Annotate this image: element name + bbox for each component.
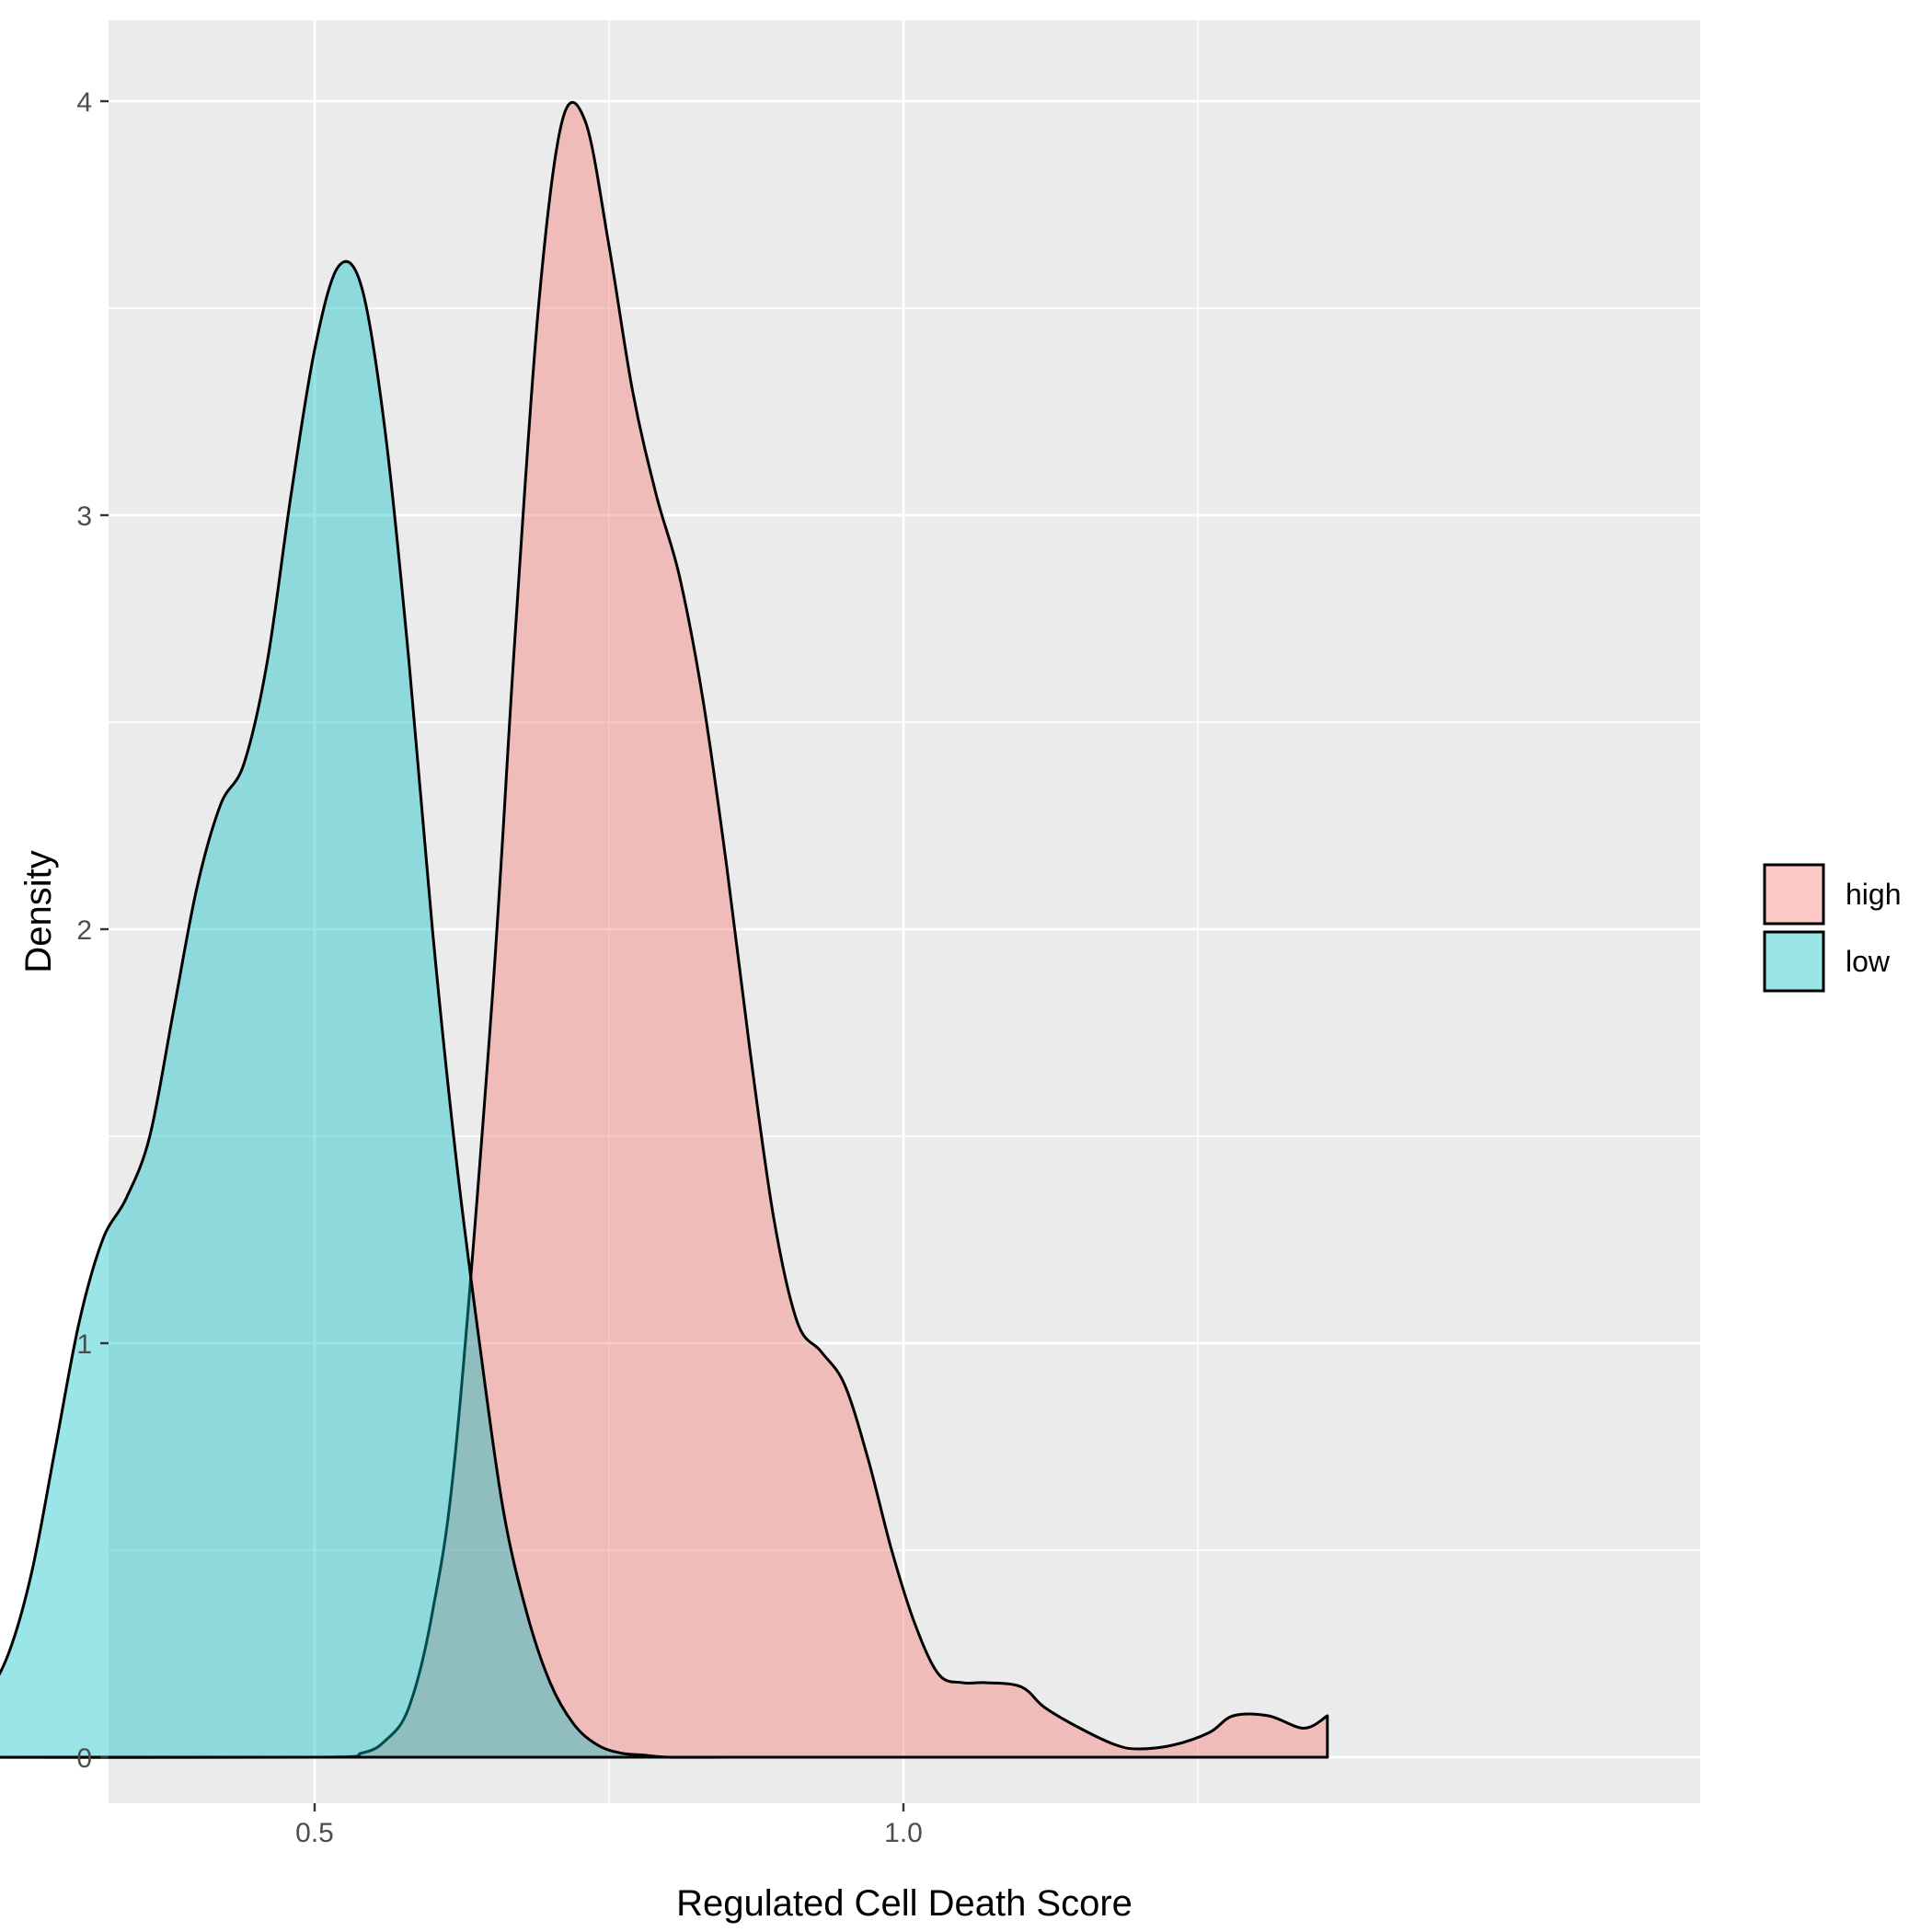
y-tick-label: 4 xyxy=(76,87,92,118)
legend: high low xyxy=(1763,863,1902,993)
y-axis-ticks: 0 1 2 3 4 xyxy=(76,87,109,1774)
y-tick-label: 1 xyxy=(76,1329,92,1360)
y-tick-label: 2 xyxy=(76,915,92,946)
density-area-low xyxy=(0,261,1328,1758)
x-tick-label: 0.5 xyxy=(295,1818,334,1848)
x-axis-title: Regulated Cell Death Score xyxy=(676,1883,1133,1924)
legend-key-background xyxy=(1765,865,1823,924)
y-axis-title: Density xyxy=(18,850,59,972)
legend-label-low: low xyxy=(1846,945,1891,978)
legend-key-high xyxy=(1763,863,1825,926)
y-tick-label: 3 xyxy=(76,501,92,532)
density-area-high xyxy=(0,102,1328,1758)
density-outline-low xyxy=(0,259,1329,1759)
legend-key-background xyxy=(1765,932,1823,991)
density-outline-high xyxy=(0,100,1329,1759)
legend-key-low xyxy=(1763,930,1825,993)
density-areas xyxy=(0,100,1329,1759)
x-axis-ticks: 0.5 1.0 xyxy=(295,1803,923,1848)
x-tick-label: 1.0 xyxy=(884,1818,923,1848)
y-tick-label: 0 xyxy=(76,1743,92,1774)
legend-label-high: high xyxy=(1846,878,1902,911)
